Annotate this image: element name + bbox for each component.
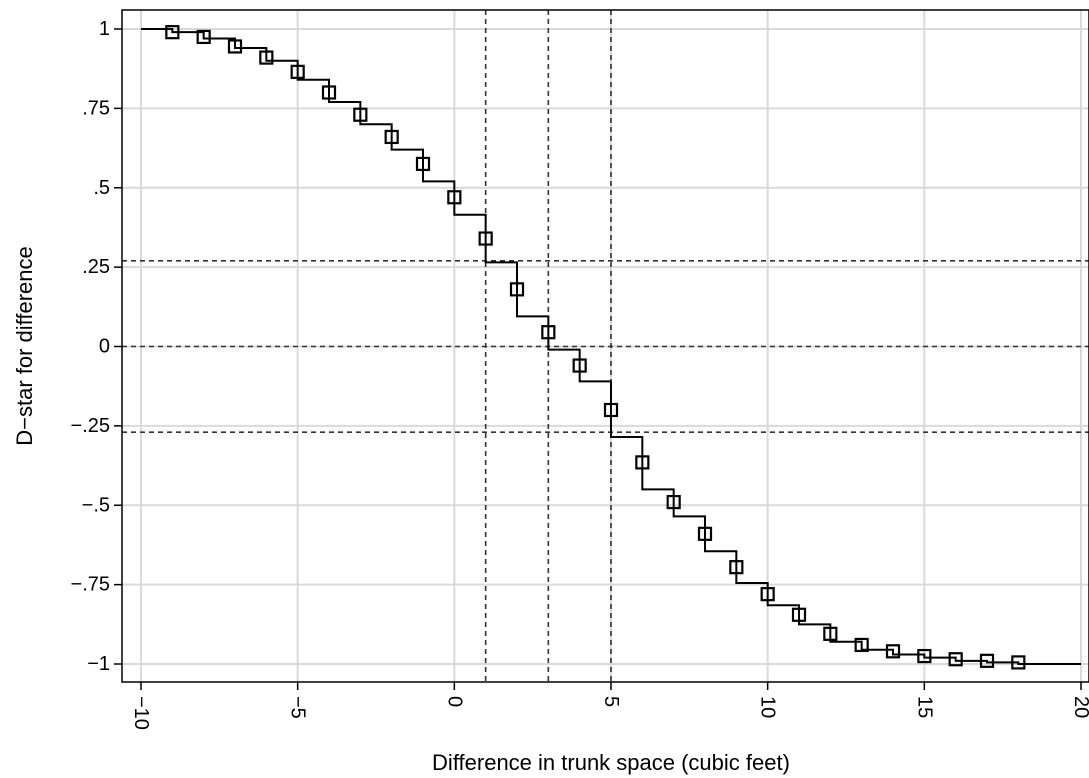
- step-line: [141, 28, 1081, 665]
- square-marker: [290, 64, 305, 79]
- x-tick-label: 20: [1070, 696, 1089, 718]
- y-tick-label: 0: [99, 336, 110, 358]
- square-marker: [572, 358, 587, 373]
- square-marker: [321, 85, 337, 100]
- square-marker: [447, 190, 462, 205]
- square-marker: [353, 107, 368, 122]
- square-marker: [917, 648, 932, 664]
- y-tick-label: .25: [82, 256, 110, 278]
- x-tick-label: 10: [757, 696, 779, 718]
- square-marker: [541, 325, 556, 340]
- x-tick-label: 0: [443, 696, 465, 707]
- square-marker: [165, 25, 180, 40]
- x-axis-title: Difference in trunk space (cubic feet): [432, 750, 790, 775]
- y-tick-label: −.75: [71, 574, 110, 596]
- data-series: [141, 25, 1081, 670]
- y-tick-label: −.25: [71, 415, 110, 437]
- square-marker: [1011, 655, 1026, 670]
- y-tick-label: −.5: [82, 494, 110, 516]
- square-marker: [384, 129, 399, 145]
- square-marker: [760, 587, 775, 602]
- square-marker: [697, 526, 713, 541]
- square-marker: [635, 455, 650, 470]
- square-marker: [509, 282, 525, 297]
- y-tick-label: −1: [87, 653, 110, 675]
- y-tick-label: 1: [99, 18, 110, 40]
- square-marker: [478, 231, 493, 246]
- square-marker: [666, 494, 681, 510]
- square-marker: [823, 626, 838, 641]
- square-marker: [227, 39, 243, 54]
- square-marker: [415, 156, 431, 172]
- square-marker: [259, 50, 274, 65]
- gridlines: [122, 10, 1089, 682]
- square-marker: [196, 29, 211, 45]
- y-tick-label: .5: [93, 177, 110, 199]
- x-tick-label: −5: [287, 696, 309, 719]
- square-marker: [885, 644, 901, 659]
- x-tick-label: 5: [600, 696, 622, 707]
- square-marker: [603, 402, 619, 418]
- y-axis-title: D−star for difference: [12, 246, 37, 446]
- y-tick-label: .75: [82, 97, 110, 119]
- x-tick-label: 15: [913, 696, 935, 718]
- square-marker: [729, 560, 744, 575]
- square-marker: [791, 607, 807, 622]
- x-tick-label: −10: [130, 696, 152, 730]
- square-marker: [854, 637, 869, 653]
- y-axis-ticks: 1 .75 .5 .25 0 −.25 −.5 −.75 −1: [71, 18, 122, 675]
- square-marker: [948, 652, 963, 667]
- x-axis-ticks: −10 −5 0 5 10 15 20: [130, 682, 1089, 730]
- square-marker: [979, 653, 995, 668]
